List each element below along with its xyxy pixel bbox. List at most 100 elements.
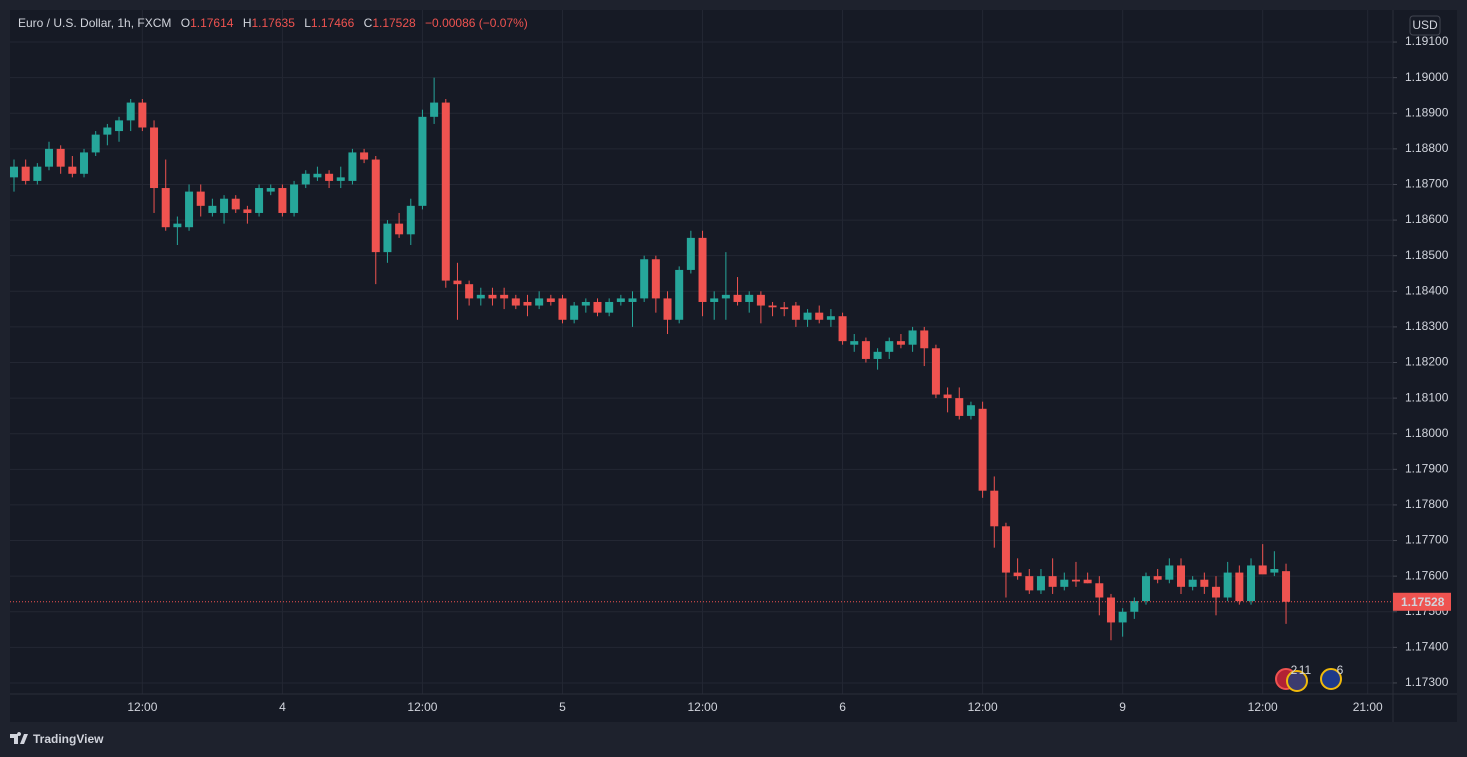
candle-body — [430, 102, 439, 117]
candle-body — [115, 120, 124, 132]
tradingview-logo[interactable]: TradingView — [10, 732, 104, 746]
y-tick-label: 1.17300 — [1405, 675, 1449, 689]
candle-body — [68, 166, 77, 174]
y-tick-label: 1.18400 — [1405, 283, 1449, 297]
candle-body — [185, 191, 194, 228]
candle-body — [756, 294, 765, 306]
candle-body — [150, 127, 159, 189]
low-label: L — [304, 16, 311, 30]
candle-body — [768, 305, 777, 308]
chart-pane — [10, 10, 1457, 722]
candles — [10, 77, 1393, 641]
candle-body — [1095, 583, 1104, 598]
candle-body — [196, 191, 205, 206]
candle-body — [126, 102, 135, 121]
currency-label: USD — [1412, 18, 1438, 32]
candle-body — [1258, 565, 1267, 575]
candle-body — [441, 102, 450, 281]
candle-body — [488, 294, 497, 299]
candle-body — [336, 177, 345, 181]
candle-body — [943, 394, 952, 399]
candle-body — [1048, 576, 1057, 587]
y-tick-label: 1.18100 — [1405, 390, 1449, 404]
candle-body — [616, 298, 625, 302]
grid — [10, 10, 1393, 694]
candle-body — [313, 173, 322, 178]
candle-body — [1235, 572, 1244, 602]
y-tick-label: 1.18700 — [1405, 177, 1449, 191]
open-value: 1.17614 — [190, 16, 234, 30]
close-value: 1.17528 — [372, 16, 416, 30]
candle-body — [10, 166, 18, 178]
candle-body — [1141, 576, 1150, 602]
candle-body — [266, 188, 275, 192]
candle-body — [978, 408, 987, 491]
candle-body — [21, 166, 30, 181]
y-tick-label: 1.17800 — [1405, 497, 1449, 511]
candle-body — [1130, 601, 1139, 612]
candle-body — [593, 301, 602, 313]
candle-body — [1060, 579, 1069, 587]
candle-body — [1036, 576, 1045, 591]
y-tick-label: 1.18300 — [1405, 319, 1449, 333]
y-tick-label: 1.18600 — [1405, 212, 1449, 226]
candle-body — [348, 152, 357, 181]
candle-body — [1106, 597, 1115, 623]
x-tick-label: 12:00 — [407, 700, 437, 714]
candle-body — [535, 298, 544, 306]
event-count: 6 — [1337, 663, 1344, 677]
candle-body — [255, 188, 264, 213]
candle-body — [231, 198, 240, 210]
x-tick-label: 21:00 — [1353, 700, 1383, 714]
candle-body — [1247, 565, 1256, 602]
x-tick-label: 12:00 — [1248, 700, 1278, 714]
candle-body — [628, 298, 637, 302]
candle-body — [838, 316, 847, 342]
candle-body — [873, 351, 882, 359]
y-tick-label: 1.18500 — [1405, 248, 1449, 262]
candle-body — [383, 223, 392, 253]
candle-body — [710, 298, 719, 302]
x-tick-label: 4 — [279, 700, 286, 714]
candle-body — [1177, 565, 1185, 587]
candle-body — [966, 405, 975, 416]
y-tick-label: 1.17600 — [1405, 568, 1449, 582]
candle-body — [395, 223, 404, 235]
event-badge-us-2[interactable] — [1286, 670, 1308, 692]
candle-body — [1025, 576, 1034, 591]
candle-body — [1200, 579, 1209, 587]
x-tick-label: 9 — [1119, 700, 1126, 714]
candle-body — [325, 173, 334, 181]
candle-body — [1188, 579, 1197, 587]
y-tick-label: 1.18200 — [1405, 355, 1449, 369]
logo-mark — [10, 732, 28, 744]
y-tick-label: 1.17400 — [1405, 640, 1449, 654]
candle-body — [161, 188, 170, 228]
high-value: 1.17635 — [251, 16, 295, 30]
symbol-title: Euro / U.S. Dollar, 1h, FXCM — [18, 16, 171, 30]
candle-body — [103, 127, 112, 135]
event-badge-eu[interactable] — [1320, 668, 1342, 690]
candle-body — [500, 294, 509, 299]
candle-body — [371, 159, 380, 253]
candle-body — [931, 348, 940, 395]
x-tick-label: 12:00 — [127, 700, 157, 714]
candle-body — [91, 134, 100, 153]
candle-body — [406, 205, 415, 235]
y-tick-label: 1.19100 — [1405, 34, 1449, 48]
x-tick-label: 6 — [839, 700, 846, 714]
candle-body — [1001, 526, 1010, 573]
low-value: 1.17466 — [311, 16, 355, 30]
candle-body — [570, 305, 579, 320]
candle-body — [1071, 579, 1080, 582]
candle-body — [955, 398, 964, 416]
candle-body — [861, 341, 870, 359]
y-tick-label: 1.18800 — [1405, 141, 1449, 155]
candle-body — [476, 294, 485, 299]
candle-body — [138, 102, 147, 128]
open-label: O — [181, 16, 190, 30]
currency-button[interactable] — [1409, 15, 1441, 36]
candle-body — [640, 259, 649, 299]
